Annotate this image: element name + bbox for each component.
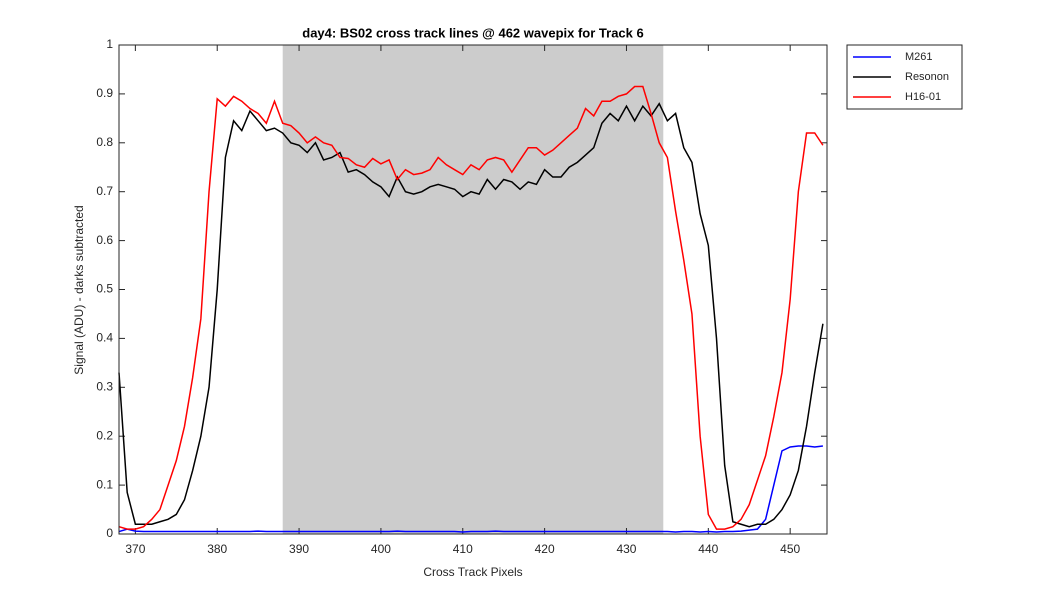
x-axis-label: Cross Track Pixels — [423, 565, 522, 579]
y-tick-label: 0 — [106, 526, 113, 540]
data-line — [118, 102, 824, 528]
y-tick-label: 0.6 — [96, 233, 113, 247]
y-tick-label: 0.7 — [96, 184, 113, 198]
data-line — [118, 445, 823, 533]
x-tick-label: 400 — [371, 542, 391, 556]
x-tick-label: 440 — [698, 542, 718, 556]
data-line — [118, 85, 824, 530]
legend-label: M261 — [905, 51, 933, 63]
y-axis-label: Signal (ADU) - darks subtracted — [72, 205, 86, 374]
y-tick-label: 0.4 — [96, 331, 113, 345]
y-tick-label: 0.3 — [96, 379, 113, 393]
chart-title: day4: BS02 cross track lines @ 462 wavep… — [302, 25, 643, 40]
legend-label: H16-01 — [905, 91, 941, 103]
x-tick-label: 450 — [780, 542, 800, 556]
x-tick-label: 410 — [453, 542, 473, 556]
x-tick-label: 390 — [289, 542, 309, 556]
y-tick-label: 0.5 — [96, 282, 113, 296]
x-tick-label: 420 — [535, 542, 555, 556]
x-tick-label: 430 — [616, 542, 636, 556]
legend-label: Resonon — [905, 71, 949, 83]
y-tick-label: 0.9 — [96, 86, 113, 100]
y-tick-label: 1 — [106, 37, 113, 51]
y-tick-label: 0.8 — [96, 135, 113, 149]
shaded-region — [282, 45, 664, 534]
axes-box — [118, 44, 828, 535]
y-tick-label: 0.2 — [96, 428, 113, 442]
x-tick-label: 380 — [207, 542, 227, 556]
y-tick-label: 0.1 — [96, 477, 113, 491]
x-tick-label: 370 — [125, 542, 145, 556]
